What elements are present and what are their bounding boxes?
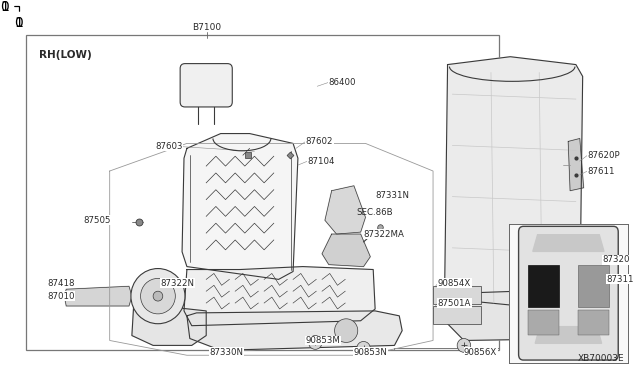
Circle shape bbox=[335, 319, 358, 343]
Bar bbox=[433, 286, 481, 304]
Polygon shape bbox=[445, 289, 597, 340]
Polygon shape bbox=[184, 267, 375, 326]
FancyBboxPatch shape bbox=[180, 64, 232, 107]
Text: SEC.86B: SEC.86B bbox=[357, 208, 394, 217]
Text: RH(LOW): RH(LOW) bbox=[39, 50, 92, 60]
Polygon shape bbox=[325, 186, 365, 234]
Circle shape bbox=[153, 291, 163, 301]
Text: XB70003E: XB70003E bbox=[577, 354, 624, 363]
Text: 87322MA: 87322MA bbox=[364, 230, 404, 238]
Circle shape bbox=[131, 269, 185, 324]
Text: 90854X: 90854X bbox=[438, 279, 471, 288]
Circle shape bbox=[457, 339, 470, 352]
Text: 87501A: 87501A bbox=[438, 299, 471, 308]
Circle shape bbox=[141, 278, 175, 314]
Text: 87602: 87602 bbox=[306, 137, 333, 146]
Polygon shape bbox=[588, 267, 628, 355]
Text: 87311: 87311 bbox=[607, 275, 634, 284]
Polygon shape bbox=[64, 286, 132, 306]
Text: 87010: 87010 bbox=[47, 292, 74, 301]
Text: 87603: 87603 bbox=[155, 142, 182, 151]
Polygon shape bbox=[445, 57, 582, 311]
Polygon shape bbox=[322, 234, 371, 267]
Text: 86400: 86400 bbox=[329, 78, 356, 87]
Polygon shape bbox=[182, 134, 298, 279]
Text: 87104: 87104 bbox=[308, 157, 335, 166]
Bar bbox=[26, 35, 499, 350]
Text: 87322N: 87322N bbox=[161, 279, 195, 288]
Text: 90853N: 90853N bbox=[354, 348, 388, 357]
Text: 87611: 87611 bbox=[588, 167, 615, 176]
Polygon shape bbox=[187, 311, 402, 350]
Text: 87620P: 87620P bbox=[588, 151, 620, 160]
Text: B7100: B7100 bbox=[193, 23, 221, 32]
Circle shape bbox=[356, 341, 371, 355]
Text: 87331N: 87331N bbox=[375, 191, 409, 200]
Polygon shape bbox=[132, 303, 206, 345]
Text: 90856X: 90856X bbox=[464, 348, 497, 357]
Text: 87505: 87505 bbox=[84, 216, 111, 225]
Text: 87418: 87418 bbox=[47, 279, 74, 288]
Text: 87330N: 87330N bbox=[209, 348, 243, 357]
Circle shape bbox=[308, 336, 322, 349]
Bar bbox=[433, 306, 481, 324]
Text: 87320: 87320 bbox=[602, 255, 630, 264]
Text: 90853M: 90853M bbox=[306, 336, 340, 345]
Polygon shape bbox=[568, 138, 584, 191]
